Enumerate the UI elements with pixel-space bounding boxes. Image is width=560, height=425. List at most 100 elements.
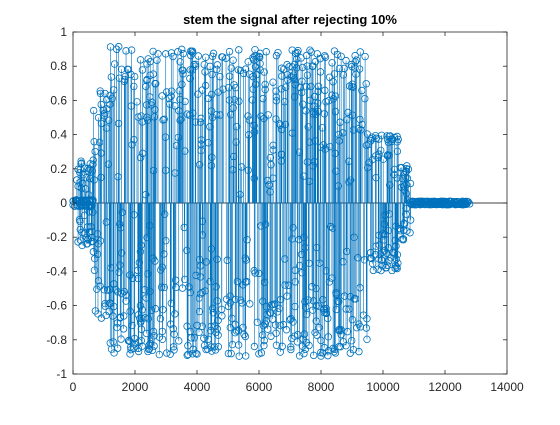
stem-point — [89, 106, 98, 203]
stem-point — [151, 203, 159, 265]
stem-marker — [339, 258, 347, 266]
stem-marker — [298, 63, 307, 72]
stem-point — [149, 47, 157, 203]
y-tick-label: 0.2 — [50, 162, 67, 176]
stem-point — [402, 173, 410, 203]
stem-point — [178, 203, 187, 292]
stem-point — [301, 203, 309, 354]
stem-marker — [361, 52, 369, 61]
stem-marker — [128, 141, 136, 149]
stem-marker — [336, 327, 344, 335]
stem-point — [162, 50, 170, 203]
stem-point — [218, 53, 226, 203]
stem-marker — [377, 266, 385, 275]
stem-marker — [171, 276, 180, 284]
stem-marker — [403, 174, 412, 182]
stem-marker — [427, 198, 435, 206]
stem-marker — [194, 52, 203, 60]
stem-marker — [200, 60, 208, 69]
stem-point — [227, 64, 235, 203]
stem-point — [178, 45, 186, 203]
stem-point — [76, 203, 84, 226]
stem-point — [176, 58, 184, 203]
stem-point — [392, 203, 400, 250]
stem-point — [100, 203, 108, 294]
stem-point — [204, 139, 212, 203]
stem-point — [208, 70, 216, 203]
stem-marker — [396, 164, 405, 172]
stem-marker — [371, 131, 380, 140]
stem-marker — [329, 78, 337, 86]
stem-marker — [186, 74, 194, 83]
stem-marker — [136, 301, 145, 310]
stem-marker — [331, 349, 340, 357]
stem-marker — [223, 256, 231, 264]
stem-point — [267, 203, 275, 317]
stem-marker — [255, 269, 263, 278]
stem-marker — [330, 47, 339, 55]
stem-point — [402, 203, 410, 218]
stem-marker — [293, 55, 301, 63]
stem-marker — [224, 349, 233, 358]
stem-marker — [352, 70, 360, 78]
stem-point — [228, 203, 237, 349]
stem-marker — [76, 236, 85, 244]
stem-marker — [181, 97, 189, 106]
stem-point — [359, 203, 368, 319]
stem-point — [196, 118, 205, 203]
stem-point — [346, 176, 355, 203]
stem-point — [302, 82, 311, 203]
stem-marker — [250, 342, 259, 351]
stem-marker — [227, 349, 235, 358]
stem-marker — [391, 236, 399, 245]
stem-marker — [262, 302, 270, 311]
stem-marker — [207, 90, 216, 99]
stem-marker — [138, 66, 147, 74]
stem-point — [232, 203, 241, 335]
stem-marker — [137, 112, 145, 120]
x-tick-label: 6000 — [246, 380, 273, 394]
stem-marker — [155, 350, 164, 359]
stem-marker — [317, 352, 325, 360]
stem-point — [236, 190, 244, 203]
stem-marker — [250, 128, 259, 136]
stem-marker — [260, 68, 268, 76]
stem-point — [214, 88, 222, 203]
stem-marker — [97, 119, 106, 128]
stem-marker — [246, 300, 254, 308]
stem-point — [358, 86, 366, 203]
stem-marker — [112, 45, 121, 53]
stem-marker — [170, 346, 178, 354]
stem-point — [160, 203, 169, 218]
stem-marker — [314, 87, 322, 96]
stem-marker — [156, 314, 165, 323]
stem-marker — [110, 60, 119, 68]
stem-marker — [330, 345, 339, 354]
stem-marker — [167, 92, 175, 100]
stem-point — [191, 118, 200, 203]
stem-point — [117, 203, 125, 343]
stem-point — [388, 203, 396, 275]
stem-point — [127, 46, 136, 203]
stem-point — [240, 203, 248, 339]
stem-marker — [178, 45, 186, 54]
stem-point — [170, 203, 178, 338]
stem-point — [159, 203, 167, 314]
stem-point — [169, 52, 177, 203]
stem-marker — [277, 64, 286, 72]
stem-marker — [112, 285, 120, 294]
stem-point — [322, 203, 330, 275]
stem-point — [309, 203, 318, 360]
stem-point — [261, 203, 269, 328]
x-tick-label: 8000 — [308, 380, 335, 394]
stem-point — [232, 138, 240, 203]
stem-point — [200, 203, 208, 342]
stem-marker — [158, 263, 166, 271]
stem-point — [102, 124, 111, 203]
stem-point — [166, 203, 174, 358]
stem-marker — [322, 267, 330, 275]
stem-marker — [313, 50, 322, 58]
stem-marker — [383, 261, 391, 269]
stem-marker — [283, 60, 291, 69]
stem-marker — [243, 236, 251, 244]
